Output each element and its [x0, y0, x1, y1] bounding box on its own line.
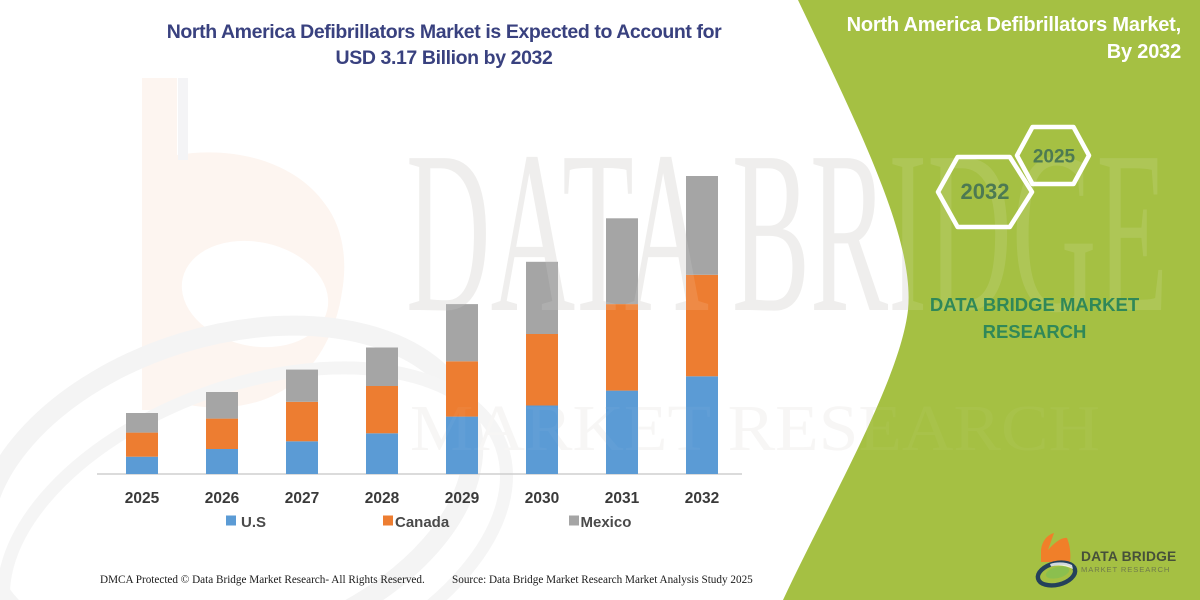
svg-text:2025: 2025 [125, 490, 160, 507]
svg-text:DMCA Protected © Data Bridge M: DMCA Protected © Data Bridge Market Rese… [100, 574, 425, 586]
svg-text:2029: 2029 [445, 490, 480, 507]
svg-text:2032: 2032 [961, 179, 1010, 204]
svg-text:2032: 2032 [685, 490, 719, 507]
svg-text:2027: 2027 [285, 490, 319, 507]
svg-text:U.S: U.S [241, 514, 266, 531]
svg-text:Source: Data Bridge Market Res: Source: Data Bridge Market Research Mark… [452, 574, 753, 586]
svg-text:RESEARCH: RESEARCH [983, 321, 1087, 342]
svg-text:2025: 2025 [1033, 147, 1076, 168]
svg-text:2030: 2030 [525, 490, 559, 507]
svg-text:Canada: Canada [395, 514, 450, 531]
svg-text:DATA BRIDGE: DATA BRIDGE [1081, 549, 1176, 564]
svg-text:North America Defibrillators M: North America Defibrillators Market, [847, 14, 1181, 36]
svg-text:DATA BRIDGE: DATA BRIDGE [406, 104, 1168, 361]
svg-text:2028: 2028 [365, 490, 400, 507]
svg-text:2031: 2031 [605, 490, 640, 507]
svg-text:By 2032: By 2032 [1107, 41, 1181, 63]
svg-text:2026: 2026 [205, 490, 240, 507]
svg-text:MARKET RESEARCH: MARKET RESEARCH [410, 392, 1100, 465]
svg-text:Mexico: Mexico [581, 514, 632, 531]
svg-text:DATA BRIDGE MARKET: DATA BRIDGE MARKET [930, 294, 1140, 315]
svg-text:MARKET RESEARCH: MARKET RESEARCH [1081, 565, 1170, 574]
